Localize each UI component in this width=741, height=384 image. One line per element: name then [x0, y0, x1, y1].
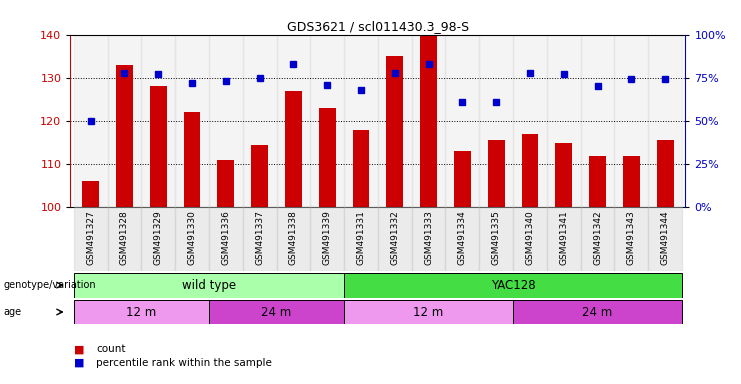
Bar [513, 300, 682, 324]
Bar [142, 207, 175, 271]
Text: GSM491340: GSM491340 [525, 210, 534, 265]
Text: 12 m: 12 m [126, 306, 156, 318]
Bar [378, 207, 412, 271]
Bar [243, 207, 276, 271]
Bar [386, 56, 403, 207]
Text: genotype/variation: genotype/variation [4, 280, 96, 290]
Text: GSM491330: GSM491330 [187, 210, 196, 265]
Text: GSM491342: GSM491342 [593, 210, 602, 265]
Text: GSM491336: GSM491336 [222, 210, 230, 265]
Bar [488, 141, 505, 207]
Text: GSM491343: GSM491343 [627, 210, 636, 265]
Bar [589, 156, 606, 207]
Bar [555, 142, 572, 207]
Text: 24 m: 24 m [582, 306, 613, 318]
Text: GSM491334: GSM491334 [458, 210, 467, 265]
Bar [217, 160, 234, 207]
Bar [378, 35, 412, 207]
Text: wild type: wild type [182, 279, 236, 291]
Bar [74, 273, 344, 298]
Bar [344, 207, 378, 271]
Text: GSM491338: GSM491338 [289, 210, 298, 265]
Bar [116, 65, 133, 207]
Bar [657, 141, 674, 207]
Bar [353, 130, 370, 207]
Bar [412, 207, 445, 271]
Bar [479, 207, 513, 271]
Text: GSM491337: GSM491337 [255, 210, 264, 265]
Bar [209, 35, 243, 207]
Bar [445, 207, 479, 271]
Bar [648, 35, 682, 207]
Text: GSM491327: GSM491327 [86, 210, 95, 265]
Bar [648, 207, 682, 271]
Bar [175, 207, 209, 271]
Text: 12 m: 12 m [413, 306, 444, 318]
Text: count: count [96, 344, 126, 354]
Text: GSM491331: GSM491331 [356, 210, 365, 265]
Bar [209, 207, 243, 271]
Bar [344, 35, 378, 207]
Bar [513, 207, 547, 271]
Bar [107, 207, 142, 271]
Bar [581, 35, 614, 207]
Bar [243, 35, 276, 207]
Text: ■: ■ [74, 358, 84, 368]
Text: 24 m: 24 m [262, 306, 292, 318]
Bar [82, 182, 99, 207]
Bar [175, 35, 209, 207]
Title: GDS3621 / scl011430.3_98-S: GDS3621 / scl011430.3_98-S [287, 20, 469, 33]
Bar [285, 91, 302, 207]
Bar [614, 207, 648, 271]
Bar [454, 151, 471, 207]
Bar [513, 35, 547, 207]
Text: GSM491332: GSM491332 [391, 210, 399, 265]
Bar [310, 207, 344, 271]
Bar [107, 35, 142, 207]
Bar [420, 35, 437, 207]
Text: GSM491339: GSM491339 [323, 210, 332, 265]
Bar [251, 145, 268, 207]
Bar [276, 207, 310, 271]
Bar [547, 207, 581, 271]
Bar [547, 35, 581, 207]
Text: GSM491333: GSM491333 [424, 210, 433, 265]
Bar [74, 300, 209, 324]
Bar [74, 35, 107, 207]
Bar [344, 300, 513, 324]
Text: GSM491341: GSM491341 [559, 210, 568, 265]
Bar [209, 300, 344, 324]
Bar [276, 35, 310, 207]
Bar [74, 207, 107, 271]
Text: GSM491335: GSM491335 [492, 210, 501, 265]
Text: GSM491329: GSM491329 [153, 210, 163, 265]
Bar [142, 35, 175, 207]
Bar [319, 108, 336, 207]
Bar [445, 35, 479, 207]
Bar [614, 35, 648, 207]
Bar [623, 156, 639, 207]
Bar [184, 113, 201, 207]
Bar [412, 35, 445, 207]
Bar [344, 273, 682, 298]
Bar [581, 207, 614, 271]
Bar [310, 35, 344, 207]
Text: GSM491328: GSM491328 [120, 210, 129, 265]
Bar [150, 86, 167, 207]
Text: percentile rank within the sample: percentile rank within the sample [96, 358, 272, 368]
Bar [479, 35, 513, 207]
Bar [522, 134, 539, 207]
Text: ■: ■ [74, 344, 84, 354]
Text: age: age [4, 307, 21, 317]
Text: YAC128: YAC128 [491, 279, 536, 291]
Text: GSM491344: GSM491344 [661, 210, 670, 265]
